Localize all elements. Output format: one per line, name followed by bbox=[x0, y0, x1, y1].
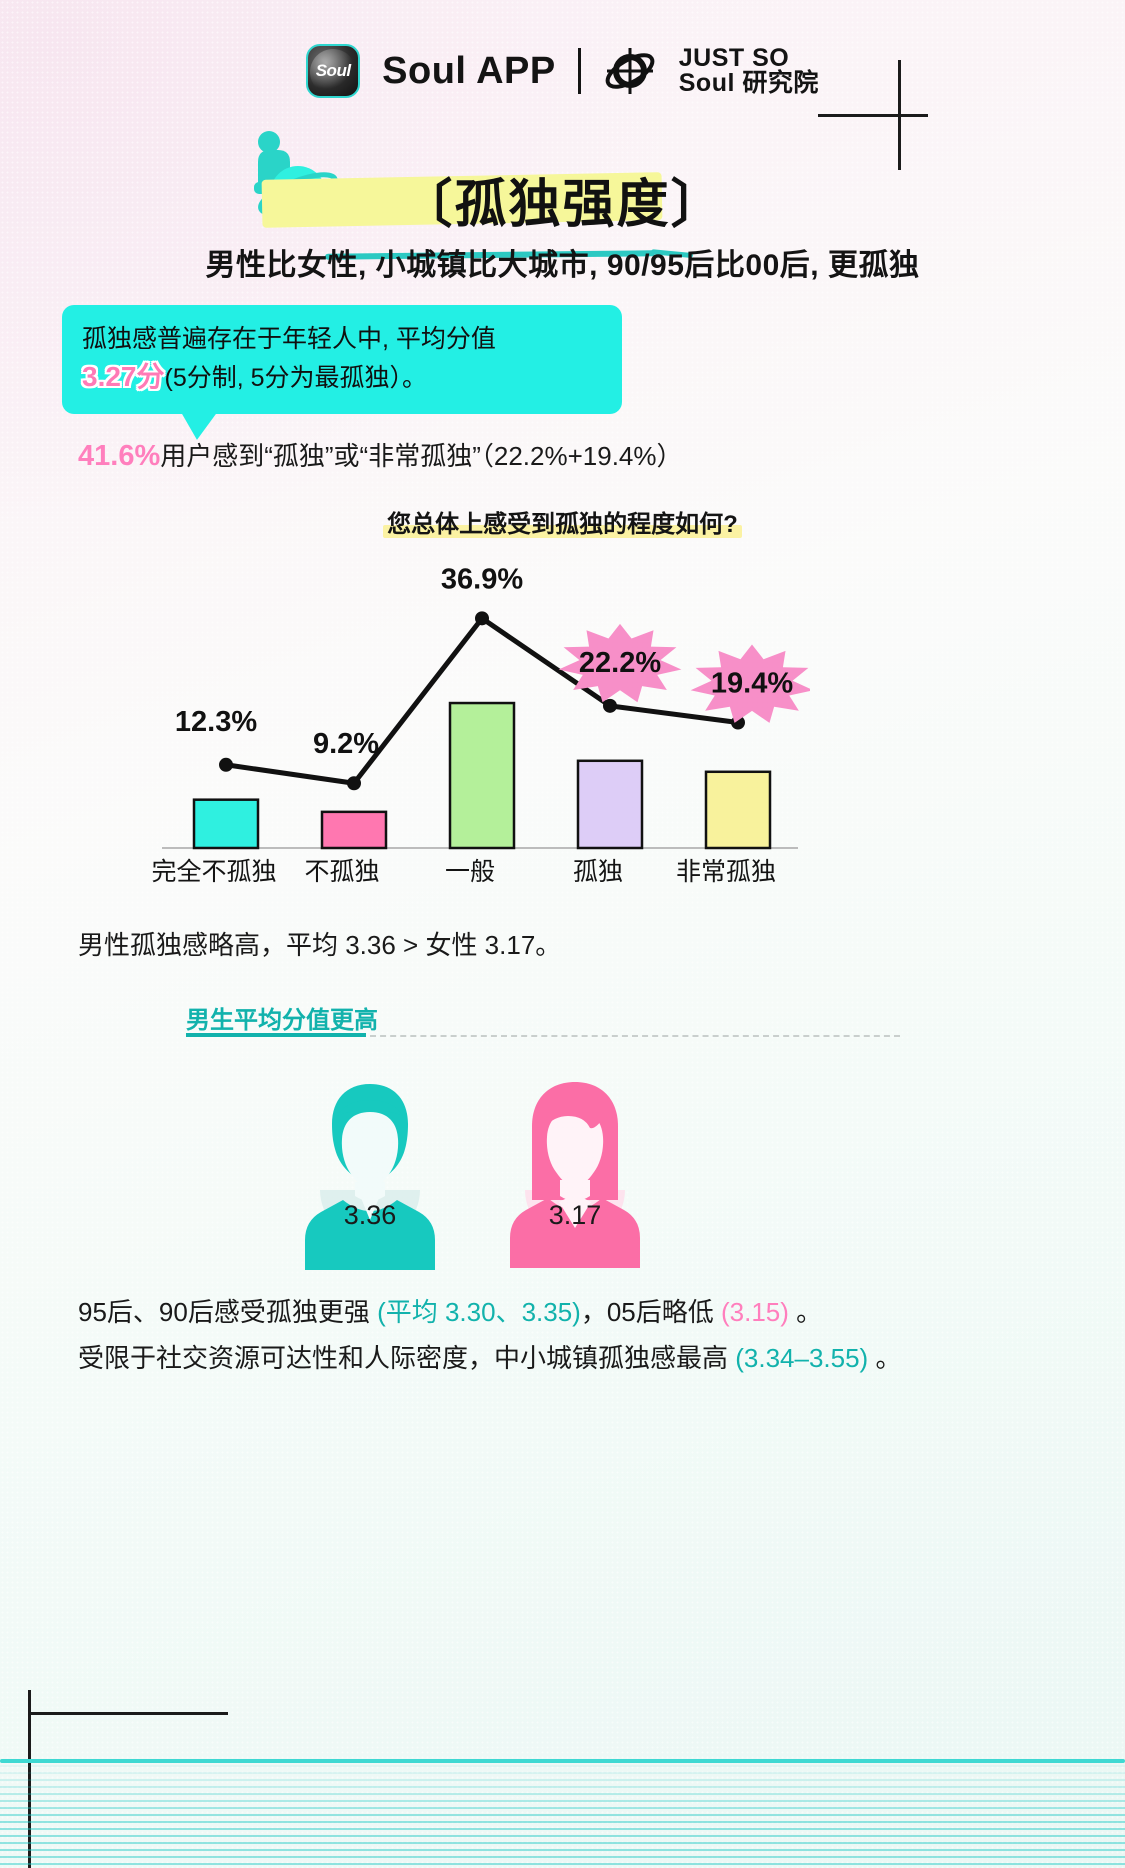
gender-subhead-rule bbox=[186, 1033, 366, 1037]
corner-cross-mark bbox=[818, 60, 928, 170]
chart-bar-0 bbox=[192, 798, 260, 850]
loneliness-distribution-chart: 12.3% 9.2% 36.9% 22.2% 19.4% bbox=[150, 548, 810, 898]
chart-x-axis-labels: 完全不孤独 不孤独 一般 孤独 非常孤独 bbox=[150, 852, 790, 888]
chart-point-0 bbox=[219, 757, 233, 772]
footer-l1-c: 。 bbox=[788, 1297, 823, 1327]
female-score-value: 3.17 bbox=[548, 1200, 602, 1230]
gender-subhead-dashed-rule bbox=[370, 1035, 900, 1037]
header-divider bbox=[577, 48, 581, 94]
average-score-value: 3.27分 bbox=[82, 361, 165, 393]
callout-score-suffix: (5分制, 5分为最孤独）。 bbox=[164, 364, 428, 393]
title-section: 〔孤独强度〕 bbox=[0, 130, 1125, 260]
gender-note: 男性孤独感略高，平均 3.36 > 女性 3.17。 bbox=[78, 930, 562, 960]
page-title: 〔孤独强度〕 bbox=[400, 176, 725, 234]
chart-svg: 12.3% 9.2% 36.9% 22.2% 19.4% bbox=[162, 563, 810, 850]
female-avatar-icon bbox=[480, 1070, 670, 1275]
footer-l1-pink: (3.15) bbox=[720, 1297, 789, 1327]
chart-value-label-4: 19.4% bbox=[711, 668, 793, 700]
average-score-callout: 孤独感普遍存在于年轻人中, 平均分值 3.27分(5分制, 5分为最孤独）。 bbox=[62, 305, 622, 440]
bottom-accent-line bbox=[0, 1759, 1125, 1763]
footer-l2-teal: (3.34–3.55) bbox=[735, 1342, 869, 1373]
chart-bar-2 bbox=[448, 701, 516, 850]
footer-line-1: 95后、90后感受孤独更强 (平均 3.30、3.35)，05后略低 (3.15… bbox=[78, 1290, 901, 1336]
chart-point-1 bbox=[347, 776, 361, 791]
research-brand: JUST SO Soul 研究院 bbox=[678, 43, 819, 97]
footer-notes: 95后、90后感受孤独更强 (平均 3.30、3.35)，05后略低 (3.15… bbox=[78, 1290, 901, 1381]
x-axis-label-1: 不孤独 bbox=[304, 858, 380, 886]
footer-line-2: 受限于社交资源可达性和人际密度，中小城镇孤独感最高 (3.34–3.55) 。 bbox=[78, 1336, 901, 1382]
chart-point-2 bbox=[475, 611, 489, 626]
lonely-percentage-text: 用户感到“孤独”或“非常孤独”（22.2%+19.4%） bbox=[160, 441, 683, 471]
gender-subhead-text: 男生平均分值更高 bbox=[186, 1007, 378, 1034]
chart-question: 您总体上感受到孤独的程度如何? bbox=[0, 504, 1125, 539]
chart-point-3 bbox=[603, 698, 617, 713]
callout-line-1: 孤独感普遍存在于年轻人中, 平均分值 bbox=[82, 325, 496, 353]
chart-bar-1 bbox=[320, 810, 388, 850]
soul-app-icon: Soul bbox=[306, 44, 361, 98]
x-axis-label-0: 完全不孤独 bbox=[151, 858, 277, 886]
research-line-1: JUST SO bbox=[678, 43, 790, 72]
brand-title: Soul APP bbox=[382, 49, 556, 92]
frame-mark-bottom bbox=[28, 1712, 228, 1715]
footer-l1-teal: (平均 3.30、3.35) bbox=[377, 1297, 581, 1327]
x-axis-label-2: 一般 bbox=[444, 858, 495, 886]
male-avatar-icon bbox=[275, 1070, 465, 1275]
justso-orbit-icon bbox=[603, 44, 657, 98]
x-axis-label-3: 孤独 bbox=[572, 858, 623, 886]
footer-l1-b: ，05后略低 bbox=[580, 1297, 721, 1327]
gender-subhead: 男生平均分值更高 bbox=[186, 1000, 900, 1037]
male-score-value: 3.36 bbox=[343, 1200, 397, 1230]
page-header: Soul Soul APP JUST SO Soul 研究院 bbox=[0, 44, 1125, 98]
soul-badge-text: Soul bbox=[315, 61, 351, 80]
lonely-percentage-line: 41.6%用户感到“孤独”或“非常孤独”（22.2%+19.4%） bbox=[78, 436, 683, 473]
frame-mark-left bbox=[28, 1690, 31, 1868]
chart-bar-3 bbox=[576, 759, 644, 850]
chart-label-badge-3 bbox=[558, 623, 682, 703]
footer-l1-a: 95后、90后感受孤独更强 bbox=[78, 1297, 378, 1327]
chart-value-label-2: 36.9% bbox=[441, 563, 523, 595]
lonely-percentage-value: 41.6% bbox=[78, 440, 161, 472]
chart-question-highlight bbox=[383, 525, 742, 538]
chart-question-text: 您总体上感受到孤独的程度如何? bbox=[387, 511, 738, 538]
footer-l2-a: 受限于社交资源可达性和人际密度，中小城镇孤独感最高 bbox=[78, 1342, 736, 1373]
research-line-2: Soul 研究院 bbox=[678, 69, 819, 97]
callout-line-2: 3.27分(5分制, 5分为最孤独）。 bbox=[82, 357, 600, 398]
chart-bar-4 bbox=[704, 770, 772, 850]
chart-label-badge-4 bbox=[690, 644, 810, 723]
bottom-texture-band bbox=[0, 1758, 1125, 1868]
chart-value-label-3: 22.2% bbox=[579, 647, 661, 679]
footer-l2-b: 。 bbox=[868, 1342, 902, 1373]
gender-avatars bbox=[0, 1070, 1125, 1290]
subtitle: 男性比女性, 小城镇比大城市, 90/95后比00后, 更孤独 bbox=[205, 249, 920, 282]
chart-value-label-1: 9.2% bbox=[313, 728, 379, 760]
chart-value-label-0: 12.3% bbox=[175, 706, 257, 738]
x-axis-label-4: 非常孤独 bbox=[675, 858, 776, 886]
